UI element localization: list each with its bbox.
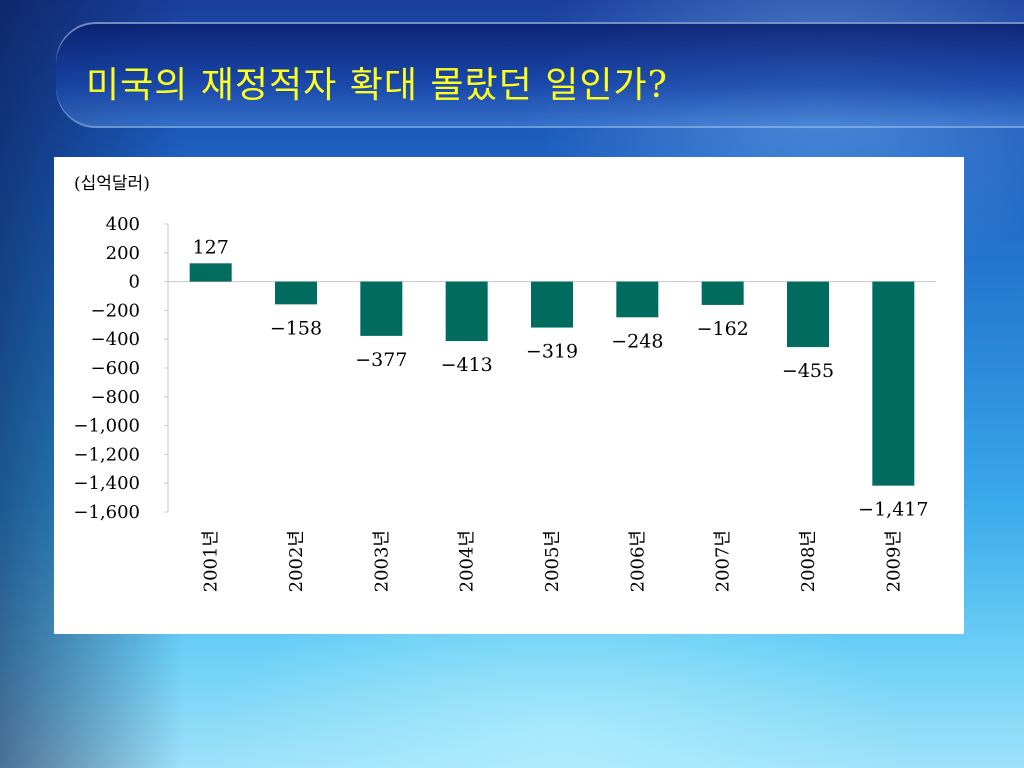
x-category-label: 2001년 bbox=[201, 530, 222, 592]
y-tick-label: −600 bbox=[91, 358, 140, 379]
x-category-label: 2003년 bbox=[371, 530, 392, 592]
bar bbox=[787, 281, 829, 348]
y-tick-label: −200 bbox=[91, 300, 140, 321]
bar-value-label: −1,417 bbox=[858, 499, 928, 521]
title-band bbox=[56, 22, 1024, 128]
bar-chart: 400 200 0 −200 −400 −600 −800 −1,000 −1,200 −1,40… bbox=[73, 214, 936, 592]
bar-value-label: −162 bbox=[697, 318, 749, 340]
y-tick-label: −1,000 bbox=[73, 416, 140, 437]
bar-value-label: −377 bbox=[355, 349, 407, 371]
bar-value-label: −158 bbox=[270, 317, 322, 339]
x-category-label: 2008년 bbox=[798, 530, 819, 592]
bar-value-label: −248 bbox=[611, 330, 663, 352]
bar-value-label: −413 bbox=[441, 354, 493, 376]
y-tick-label: 0 bbox=[129, 272, 140, 293]
bar bbox=[189, 263, 232, 282]
slide-title: 미국의 재정적자 확대 몰랐던 일인가? bbox=[86, 65, 668, 106]
bar bbox=[445, 281, 488, 342]
chart-panel: (십억달러) 400 200 0 −200 −400 −600 −800 −1,000 −1,2… bbox=[54, 157, 964, 634]
bar bbox=[531, 281, 573, 328]
x-category-label: 2005년 bbox=[542, 530, 563, 592]
bar-value-label: 127 bbox=[193, 236, 229, 258]
bar bbox=[360, 281, 403, 336]
x-category-label: 2009년 bbox=[883, 530, 904, 592]
y-tick-label: −1,200 bbox=[73, 444, 140, 465]
x-category-label: 2006년 bbox=[627, 530, 648, 592]
x-category-label: 2002년 bbox=[286, 530, 307, 592]
x-category-label: 2007년 bbox=[713, 530, 734, 592]
unit-label: (십억달러) bbox=[74, 174, 150, 194]
bar-value-label: −455 bbox=[782, 360, 834, 382]
bar bbox=[616, 281, 659, 318]
y-tick-label: 400 bbox=[106, 214, 140, 235]
y-tick-label: −1,600 bbox=[73, 502, 140, 523]
y-tick-label: −800 bbox=[91, 387, 140, 408]
y-tick-label: −1,400 bbox=[73, 473, 140, 494]
bar-value-label: −319 bbox=[526, 341, 578, 363]
y-tick-label: −400 bbox=[91, 329, 140, 350]
bar bbox=[872, 281, 915, 486]
bar bbox=[275, 281, 317, 305]
x-category-label: 2004년 bbox=[457, 530, 478, 592]
bar bbox=[701, 281, 744, 305]
y-tick-label: 200 bbox=[106, 243, 140, 264]
